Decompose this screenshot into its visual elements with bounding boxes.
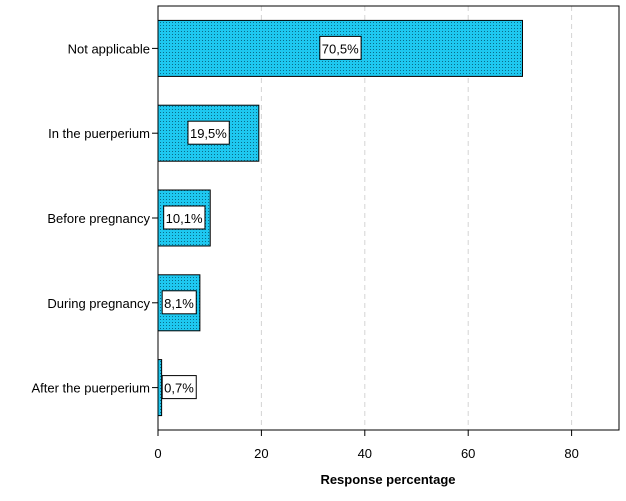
data-label-text-0: 70,5% — [322, 41, 359, 56]
data-label-box-0 — [319, 35, 362, 60]
category-label-1: In the puerperium — [48, 126, 150, 141]
x-tick-label-0: 0 — [154, 446, 161, 461]
category-label-2: Before pregnancy — [47, 211, 150, 226]
category-labels: Not applicable In the puerperium Before pr… — [31, 41, 158, 396]
data-label-text-1: 19,5% — [190, 126, 227, 141]
data-label-3: 8,1% — [161, 290, 197, 315]
data-label-box-2 — [163, 205, 206, 230]
data-label-text-3: 8,1% — [164, 296, 194, 311]
data-label-box-1 — [187, 120, 230, 145]
data-label-text-2: 10,1% — [166, 211, 203, 226]
data-label-text-4: 0,7% — [164, 381, 194, 396]
x-axis-ticks: 0 20 40 60 80 — [154, 430, 579, 461]
x-tick-label-4: 80 — [564, 446, 578, 461]
data-label-4: 0,7% — [161, 375, 197, 400]
data-label-2: 10,1% — [163, 205, 206, 230]
data-label-0: 70,5% — [319, 35, 362, 60]
category-label-3: During pregnancy — [47, 296, 150, 311]
x-axis-label: Response percentage — [320, 472, 455, 487]
x-tick-label-2: 40 — [358, 446, 372, 461]
gridlines — [260, 6, 573, 430]
bars: 70,5% 19,5% 10,1% 8,1% 0,7% — [157, 19, 523, 417]
bar-4 — [157, 359, 163, 417]
data-label-box-4 — [161, 375, 197, 400]
data-label-1: 19,5% — [187, 120, 230, 145]
category-label-4: After the puerperium — [31, 381, 150, 396]
x-tick-label-3: 60 — [461, 446, 475, 461]
data-label-box-3 — [161, 290, 197, 315]
category-label-0: Not applicable — [68, 41, 150, 56]
x-tick-label-1: 20 — [254, 446, 268, 461]
